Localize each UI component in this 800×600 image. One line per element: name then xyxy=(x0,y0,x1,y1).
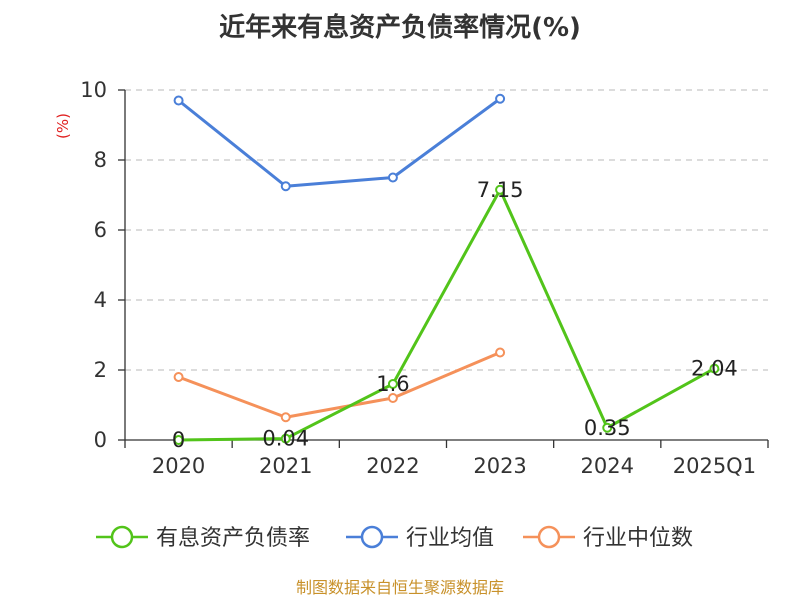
y-tick-label: 4 xyxy=(94,288,107,312)
x-tick-label: 2020 xyxy=(152,454,205,478)
data-point xyxy=(173,435,184,445)
series-layer xyxy=(173,93,720,445)
data-label: 7.15 xyxy=(477,178,524,202)
data-point xyxy=(280,412,291,423)
data-point xyxy=(495,347,506,358)
y-tick-label: 6 xyxy=(94,218,107,242)
x-tick-label: 2021 xyxy=(259,454,312,478)
legend-label: 有息资产负债率 xyxy=(156,526,310,551)
legend-label: 行业中位数 xyxy=(583,526,693,551)
y-tick-label: 8 xyxy=(94,148,107,172)
y-tick-label: 2 xyxy=(94,358,107,382)
data-labels: 0 0.04 1.6 7.15 0.35 2.04 xyxy=(172,178,738,452)
data-point xyxy=(387,379,398,389)
chart-title: 近年来有息资产负债率情况(%) xyxy=(219,12,581,43)
x-tick-label: 2024 xyxy=(581,454,634,478)
series-line xyxy=(178,188,716,442)
data-label: 2.04 xyxy=(691,357,738,381)
data-label: 0.35 xyxy=(584,416,631,440)
data-label: 1.6 xyxy=(376,372,409,396)
data-label: 0.04 xyxy=(262,427,309,451)
source-note: 制图数据来自恒生聚源数据库 xyxy=(296,578,504,597)
legend-marker xyxy=(537,525,561,549)
legend-label: 行业均值 xyxy=(406,526,494,551)
series-line xyxy=(177,97,501,188)
gridlines xyxy=(125,89,768,371)
y-tick-label: 0 xyxy=(94,428,107,452)
series-line xyxy=(178,351,501,419)
x-tick-label: 2022 xyxy=(366,454,419,478)
data-point xyxy=(173,95,184,106)
y-tick-label: 10 xyxy=(80,78,107,102)
data-point xyxy=(602,422,613,433)
x-tick-label: 2023 xyxy=(473,454,526,478)
data-point xyxy=(173,372,184,382)
data-label: 0 xyxy=(172,428,185,452)
x-tick-label: 2025Q1 xyxy=(673,454,756,478)
legend: 有息资产负债率 行业均值 行业中位数 xyxy=(96,525,693,551)
data-point xyxy=(280,181,291,192)
data-point xyxy=(387,393,398,403)
axes: 0 2 4 6 8 10 2020 2021 2022 2023 2024 2025Q1 xyxy=(80,78,769,478)
data-point xyxy=(709,363,720,374)
y-axis-label: (%) xyxy=(54,113,72,139)
data-point xyxy=(280,433,291,444)
data-point xyxy=(387,172,398,183)
legend-marker xyxy=(360,525,384,549)
data-point xyxy=(495,184,506,195)
data-point xyxy=(495,93,506,104)
legend-marker xyxy=(110,525,134,549)
